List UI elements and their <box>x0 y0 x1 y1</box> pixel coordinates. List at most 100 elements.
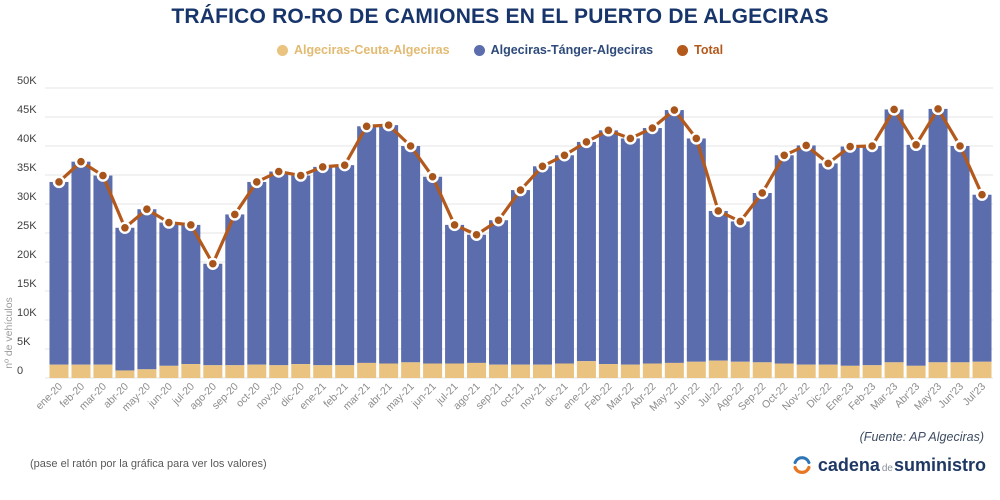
total-point[interactable] <box>404 139 417 153</box>
bar-ceuta[interactable] <box>291 364 311 378</box>
bar-ceuta[interactable] <box>972 361 992 378</box>
bar-tanger[interactable] <box>291 175 311 365</box>
total-point[interactable] <box>294 169 307 182</box>
bar-ceuta[interactable] <box>664 362 684 378</box>
bar-tanger[interactable] <box>313 166 333 366</box>
bar-tanger[interactable] <box>203 263 223 366</box>
bar-ceuta[interactable] <box>49 364 69 378</box>
total-point[interactable] <box>96 169 110 182</box>
bar-tanger[interactable] <box>554 155 574 364</box>
bar-ceuta[interactable] <box>313 365 333 378</box>
total-point[interactable] <box>74 155 88 168</box>
total-point[interactable] <box>734 215 747 228</box>
bar-tanger[interactable] <box>532 166 552 365</box>
bar-tanger[interactable] <box>71 161 91 365</box>
bar-tanger[interactable] <box>928 108 948 363</box>
bar-ceuta[interactable] <box>950 362 970 378</box>
bar-ceuta[interactable] <box>335 365 355 378</box>
total-point[interactable] <box>931 102 945 116</box>
total-point[interactable] <box>52 175 66 189</box>
bar-tanger[interactable] <box>225 214 245 366</box>
total-point[interactable] <box>778 149 791 162</box>
total-point[interactable] <box>821 157 835 170</box>
total-point[interactable] <box>272 165 285 178</box>
bar-tanger[interactable] <box>49 181 69 365</box>
bar-ceuta[interactable] <box>576 361 596 378</box>
bar-ceuta[interactable] <box>181 364 201 378</box>
legend-item-total[interactable]: Total <box>677 43 723 57</box>
bar-ceuta[interactable] <box>225 365 245 378</box>
legend-item-tanger[interactable]: Algeciras-Tánger-Algeciras <box>473 43 653 57</box>
bar-ceuta[interactable] <box>686 361 706 378</box>
bar-tanger[interactable] <box>379 125 399 364</box>
total-point[interactable] <box>887 103 901 116</box>
total-points[interactable] <box>52 102 989 270</box>
bar-ceuta[interactable] <box>115 370 135 378</box>
bar-tanger[interactable] <box>335 165 355 366</box>
bar-tanger[interactable] <box>401 146 421 363</box>
bar-ceuta[interactable] <box>840 365 860 378</box>
bar-ceuta[interactable] <box>906 365 926 378</box>
bar-tanger[interactable] <box>423 176 443 364</box>
total-point[interactable] <box>909 138 923 152</box>
bar-ceuta[interactable] <box>357 362 377 378</box>
bar-tanger[interactable] <box>884 109 904 363</box>
bar-tanger[interactable] <box>730 221 750 362</box>
bar-tanger[interactable] <box>906 144 926 366</box>
bar-tanger[interactable] <box>115 227 135 371</box>
bar-ceuta[interactable] <box>489 364 509 378</box>
total-point[interactable] <box>712 204 725 218</box>
bar-tanger[interactable] <box>708 210 728 361</box>
bar-tanger[interactable] <box>950 146 970 363</box>
total-point[interactable] <box>250 175 263 189</box>
total-point[interactable] <box>756 186 769 200</box>
bar-tanger[interactable] <box>467 234 487 363</box>
bar-tanger[interactable] <box>489 220 509 365</box>
bar-ceuta[interactable] <box>71 364 91 378</box>
bar-ceuta[interactable] <box>554 363 574 379</box>
total-point[interactable] <box>865 139 879 153</box>
bar-tanger[interactable] <box>796 145 816 365</box>
total-point[interactable] <box>580 135 593 149</box>
total-point[interactable] <box>360 120 373 133</box>
bar-tanger[interactable] <box>840 146 860 366</box>
bar-ceuta[interactable] <box>598 364 618 378</box>
bar-ceuta[interactable] <box>884 362 904 378</box>
bar-tanger[interactable] <box>642 128 662 364</box>
bar-ceuta[interactable] <box>423 363 443 379</box>
bar-tanger[interactable] <box>357 126 377 363</box>
bar-tanger[interactable] <box>576 141 596 362</box>
bar-ceuta[interactable] <box>247 364 267 378</box>
bar-ceuta[interactable] <box>796 364 816 378</box>
total-point[interactable] <box>536 160 549 173</box>
total-point[interactable] <box>206 257 220 270</box>
bar-tanger[interactable] <box>752 192 772 363</box>
bar-ceuta[interactable] <box>708 360 728 378</box>
bar-ceuta[interactable] <box>445 363 465 379</box>
bar-ceuta[interactable] <box>532 364 552 378</box>
bar-ceuta[interactable] <box>774 363 794 379</box>
bar-tanger[interactable] <box>159 222 179 366</box>
total-point[interactable] <box>799 139 813 152</box>
bar-tanger[interactable] <box>598 130 618 365</box>
bar-tanger[interactable] <box>445 224 465 364</box>
total-point[interactable] <box>338 158 351 172</box>
total-point[interactable] <box>646 121 659 135</box>
bar-tanger[interactable] <box>664 110 684 363</box>
bar-ceuta[interactable] <box>401 362 421 378</box>
total-point[interactable] <box>184 218 198 232</box>
total-point[interactable] <box>843 140 857 153</box>
bar-ceuta[interactable] <box>928 362 948 378</box>
total-point[interactable] <box>140 203 154 216</box>
total-point[interactable] <box>558 149 571 162</box>
bar-tanger[interactable] <box>774 155 794 364</box>
bar-ceuta[interactable] <box>137 369 157 378</box>
bar-tanger[interactable] <box>93 175 113 365</box>
bar-ceuta[interactable] <box>269 365 289 378</box>
bar-tanger[interactable] <box>269 171 289 366</box>
total-point[interactable] <box>953 139 967 153</box>
brand-logo[interactable]: cadena de suministro <box>791 454 986 476</box>
total-point[interactable] <box>492 214 505 227</box>
total-point[interactable] <box>975 188 989 201</box>
